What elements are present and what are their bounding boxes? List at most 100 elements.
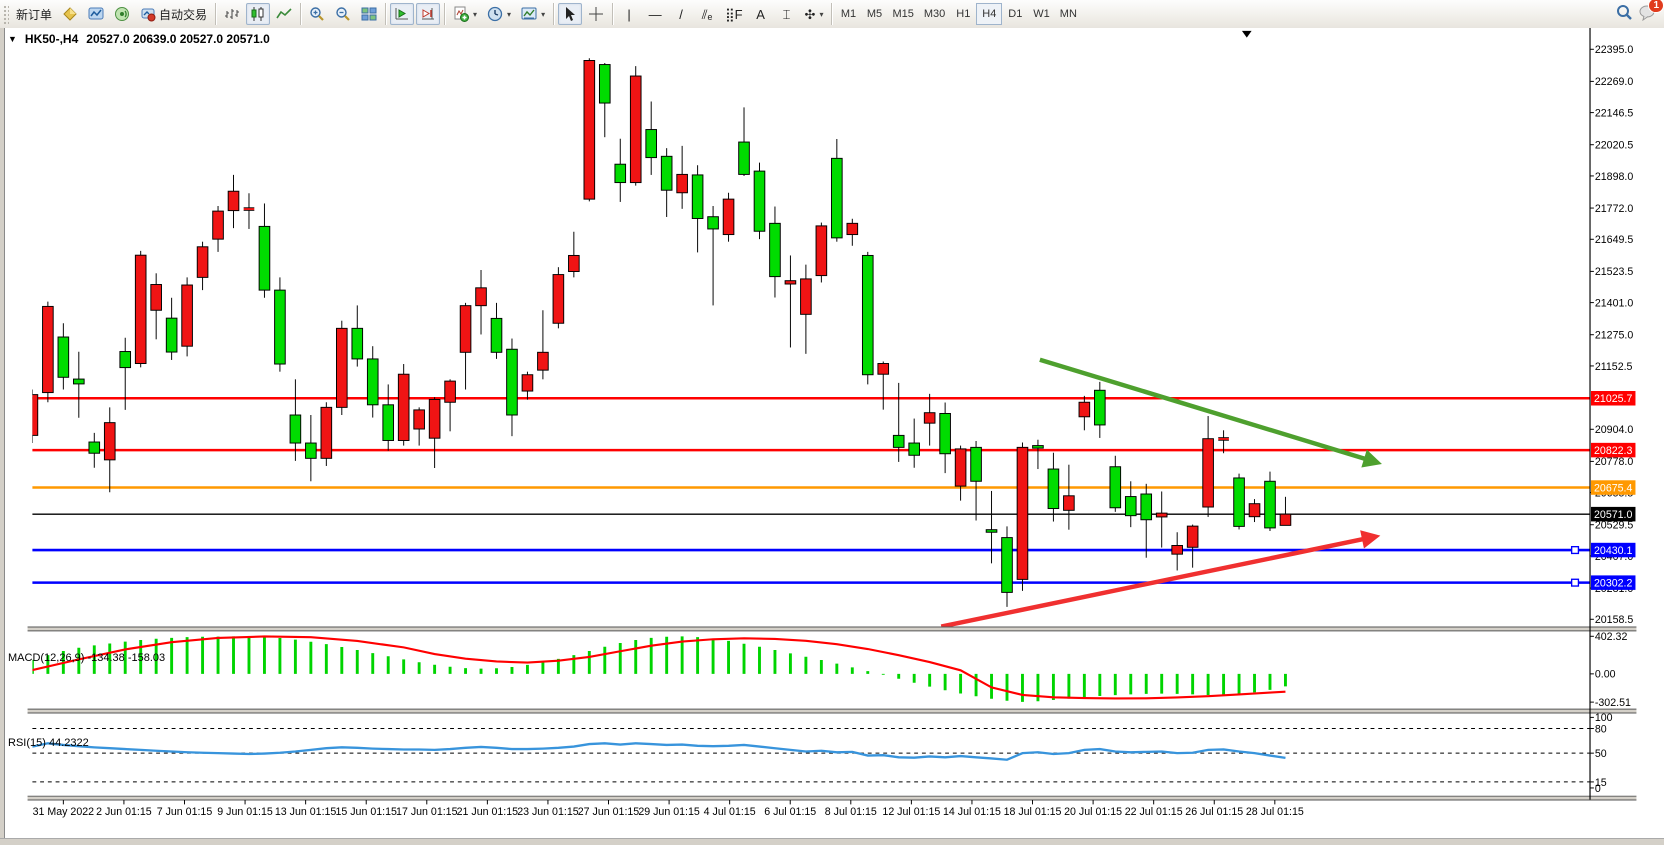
uptrend-arrow[interactable] [940,530,1381,628]
indicators-button[interactable]: ▾ [449,3,481,25]
chart-window-icon-button[interactable] [84,3,108,25]
cursor-button[interactable] [558,3,583,25]
price-line-label[interactable]: 20675.4 [1590,480,1636,495]
crosshair-button[interactable] [584,3,608,25]
dropdown-caret-icon[interactable]: ▾ [541,9,546,19]
toolbar-grip[interactable] [2,4,9,24]
date-label: 6 Jul 01:15 [764,806,816,818]
text-tool[interactable]: A [749,3,773,25]
chart-shift-button[interactable] [416,3,441,25]
timeframe-m5-button[interactable]: M5 [866,8,883,20]
template-icon [521,6,537,22]
candle [1264,471,1276,531]
candle [490,302,503,359]
candle [103,407,116,493]
candle [1140,483,1153,558]
price-axis-tick: 21523.5 [1595,266,1633,278]
templates-button[interactable]: ▾ [517,3,549,25]
trendline-tool-icon: / [679,6,683,22]
zoom-in-button[interactable] [305,3,329,25]
zoom-out-button[interactable] [331,3,355,25]
price-axis-tick: 21898.0 [1595,171,1633,183]
chart-window[interactable]: 22395.0 22269.0 22146.5 22020.5 21898.0 21772… [0,28,1664,845]
svg-text:20675.4: 20675.4 [1594,482,1632,494]
svg-text:20822.3: 20822.3 [1594,445,1632,457]
text-label-tool[interactable]: ⌶ [775,3,799,25]
chart-canvas[interactable]: 22395.0 22269.0 22146.5 22020.5 21898.0 21772… [0,28,1664,845]
auto-scroll-button[interactable] [390,3,415,25]
dropdown-caret-icon[interactable]: ▾ [507,9,512,19]
candle [970,440,982,521]
price-axis-tick: 22269.0 [1595,76,1633,88]
equidistant-channel-tool[interactable]: ⫽ₑ [695,3,719,25]
downtrend-arrow[interactable] [1039,357,1382,468]
chart-shift-marker[interactable] [1241,30,1252,38]
timeframe-m30-button[interactable]: M30 [923,8,946,20]
periods-button[interactable]: ▾ [483,3,515,25]
candle [366,346,379,418]
tile-windows-button[interactable] [357,3,381,25]
macd-axis-tick: -302.51 [1595,697,1631,709]
panel-separator[interactable] [27,708,1637,714]
price-line-label[interactable]: 20430.1 [1590,542,1636,558]
arrows-tool[interactable]: ✣ ▾ [801,3,828,25]
panel-separator[interactable] [27,795,1637,801]
timeframe-d1-button[interactable]: D1 [1008,8,1023,20]
notifications-button[interactable]: 1 [1639,0,1664,24]
time-axis[interactable]: 31 May 2022 2 Jun 01:15 7 Jun 01:15 9 Jun 0… [33,800,1304,818]
dropdown-caret-icon[interactable]: ▾ [819,9,824,19]
date-label: 7 Jun 01:15 [157,806,213,818]
candle [428,397,441,469]
horizontal-line-tool[interactable]: — [643,3,667,25]
price-axis-tick: 22020.5 [1595,140,1633,152]
candle [1218,430,1229,454]
date-label: 2 Jun 01:15 [96,806,152,818]
candle [1202,416,1214,517]
vertical-line-tool[interactable]: | [617,3,641,25]
candle [1233,473,1245,530]
macd-axis-tick: 402.32 [1595,631,1628,643]
candlestick-chart-type-button[interactable] [246,3,271,25]
new-order-button[interactable]: 新订单 [12,3,56,25]
price-line-label[interactable]: 20302.2 [1590,575,1636,590]
bars-chart-icon [224,6,240,22]
bar-chart-type-button[interactable] [220,3,244,25]
candle [1047,452,1060,522]
price-line-label[interactable]: 20822.3 [1590,442,1636,458]
svg-text:20430.1: 20430.1 [1594,545,1632,557]
timeframe-m15-button[interactable]: M15 [892,8,914,20]
candle [181,277,193,357]
candle [134,250,147,368]
price-line-label[interactable]: 20571.0 [1590,506,1636,522]
candles-chart-icon [250,6,266,22]
line-chart-type-button[interactable] [272,3,296,25]
panel-separator[interactable] [27,626,1637,632]
price-line-label[interactable]: 21025.7 [1590,391,1636,406]
candle [722,192,735,242]
chevron-down-icon[interactable]: ▼ [8,34,17,44]
candle [320,402,333,466]
timeframe-w1-button[interactable]: W1 [1033,8,1050,20]
autotrading-button[interactable]: 自动交易 [136,3,211,25]
candle [42,301,54,403]
candle [351,305,364,367]
search-icon[interactable] [1616,4,1633,24]
fibonacci-tool-icon: ⣿F [725,6,743,22]
timeframe-h4-button[interactable]: H4 [976,3,1003,25]
timeframe-mn-button[interactable]: MN [1059,8,1077,20]
timeframe-h1-button[interactable]: H1 [956,8,971,20]
candle [815,222,828,283]
candle [629,66,642,186]
timeframe-m1-button[interactable]: M1 [840,8,857,20]
horizontal-level-line[interactable] [32,545,1591,555]
rsi-axis-tick: 100 [1595,712,1613,724]
market-watch-icon-button[interactable] [110,3,134,25]
deposit-icon-button[interactable] [58,3,82,25]
dropdown-caret-icon[interactable]: ▾ [473,9,478,19]
trendline-tool[interactable]: / [669,3,693,25]
auto-scroll-icon [394,6,410,22]
fibonacci-tool[interactable]: ⣿F [721,3,746,25]
candle [1109,455,1122,512]
candle [475,269,487,335]
horizontal-level-line[interactable] [32,578,1591,587]
